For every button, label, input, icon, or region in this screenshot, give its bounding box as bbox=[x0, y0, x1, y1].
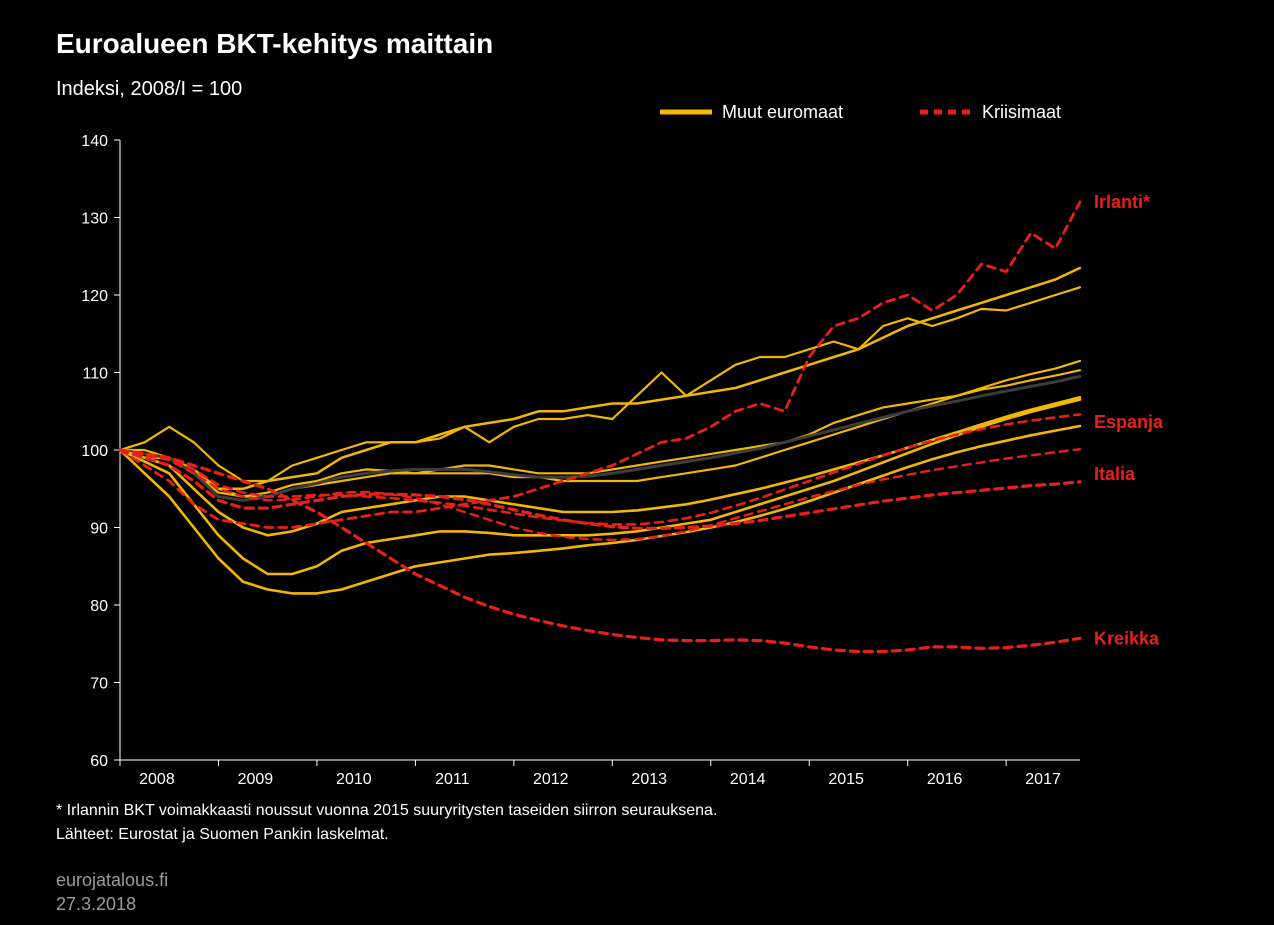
legend-label-yellow: Muut euromaat bbox=[722, 102, 843, 122]
y-tick-label: 100 bbox=[81, 443, 108, 460]
series-yellow-top bbox=[120, 268, 1080, 489]
y-tick-label: 70 bbox=[90, 676, 108, 693]
series-end-label: Espanja bbox=[1094, 412, 1164, 432]
series-end-label: Kreikka bbox=[1094, 628, 1160, 648]
y-tick-label: 60 bbox=[90, 753, 108, 770]
series-end-label: Italia bbox=[1094, 464, 1136, 484]
sources-label: Lähteet: Eurostat ja Suomen Pankin laske… bbox=[56, 826, 389, 844]
x-tick-label: 2009 bbox=[238, 771, 274, 788]
x-tick-label: 2010 bbox=[336, 771, 372, 788]
y-tick-label: 130 bbox=[81, 211, 108, 228]
x-tick-label: 2012 bbox=[533, 771, 569, 788]
series-end-label: Irlanti* bbox=[1094, 192, 1150, 212]
y-tick-label: 80 bbox=[90, 598, 108, 615]
x-tick-label: 2013 bbox=[631, 771, 667, 788]
x-tick-label: 2017 bbox=[1025, 771, 1061, 788]
y-tick-label: 120 bbox=[81, 288, 108, 305]
y-tick-label: 110 bbox=[82, 366, 108, 383]
x-tick-label: 2015 bbox=[828, 771, 864, 788]
series-yellow-mid-b bbox=[120, 370, 1080, 496]
x-tick-label: 2014 bbox=[730, 771, 766, 788]
footnote: * Irlannin BKT voimakkaasti noussut vuon… bbox=[56, 800, 717, 822]
y-tick-label: 90 bbox=[90, 521, 108, 538]
x-tick-label: 2011 bbox=[435, 771, 470, 788]
chart-svg: 60 70 80 90 100 110 120 130 140 2008 2009 2010 2011 2… bbox=[0, 0, 1274, 925]
series-irlanti bbox=[120, 202, 1080, 528]
x-tick-label: 2016 bbox=[927, 771, 963, 788]
y-tick-label: 140 bbox=[81, 133, 108, 150]
series-italia bbox=[120, 450, 1080, 528]
credit-site: eurojatalous.fi bbox=[56, 870, 168, 891]
x-tick-label: 2008 bbox=[139, 771, 175, 788]
legend-label-red: Kriisimaat bbox=[982, 102, 1061, 122]
credit-date: 27.3.2018 bbox=[56, 894, 136, 915]
